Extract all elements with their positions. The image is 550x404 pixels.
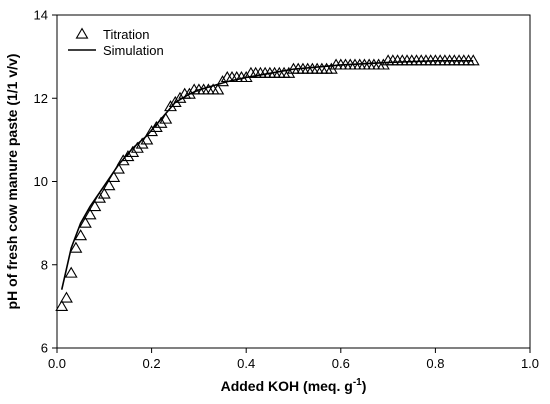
titration-point [60,291,73,303]
x-tick-label: 0.6 [332,356,350,371]
series-layer [55,54,480,311]
titration-point [211,83,225,95]
titration-point [112,162,125,174]
titration-point [159,112,173,124]
titration-point [83,208,97,220]
titration-point [145,125,159,137]
titration-point [239,70,253,83]
titration-point [64,266,78,278]
x-tick-label: 0.0 [48,356,66,371]
titration-point [154,116,168,128]
titration-point [126,145,140,157]
x-tick-label: 0.8 [426,356,444,371]
titration-point [324,62,338,74]
titration-point [140,133,154,145]
titration-point [149,120,163,132]
legend-titration-marker [75,27,89,39]
titration-point [78,216,92,228]
titration-point [74,229,88,241]
y-tick-label: 8 [41,257,48,272]
titration-point [182,87,196,99]
x-title-superscript: -1 [353,377,362,388]
titration-point [216,75,230,87]
x-tick-label: 1.0 [521,356,539,371]
titration-point [88,199,102,212]
titration-point [116,154,130,166]
titration-point [93,191,107,203]
titration-point [168,95,182,108]
y-tick-label: 6 [41,341,48,356]
titration-point [121,150,135,162]
titration-point [135,137,149,149]
titration-point [55,299,69,311]
x-tick-label: 0.4 [237,356,255,371]
simulation-line [60,59,474,290]
titration-point [97,187,111,199]
titration-point [69,241,83,253]
titration-point [173,91,187,103]
x-axis: 0.0 0.2 0.4 0.6 0.8 1.0 [48,348,539,371]
titration-point [102,179,116,191]
y-tick-label: 12 [34,91,48,106]
x-tick-label: 0.2 [143,356,161,371]
x-axis-title: Added KOH (meq. g-1) [221,377,367,394]
titration-point [164,100,177,112]
y-axis: 6 8 10 12 14 [34,8,57,356]
y-axis-title: pH of fresh cow manure paste (1/1 v/v) [4,54,20,310]
x-title-main: Added KOH (meq. g [221,378,353,394]
y-tick-label: 14 [34,8,48,23]
legend-simulation-label: Simulation [103,43,164,58]
titration-point [130,141,144,153]
titration-point [107,170,121,182]
titration-point [376,58,390,70]
legend-titration-label: Titration [103,27,149,42]
y-tick-label: 10 [34,174,48,189]
x-title-tail: ) [362,378,367,394]
titration-point [466,54,480,66]
titration-point [282,66,296,78]
